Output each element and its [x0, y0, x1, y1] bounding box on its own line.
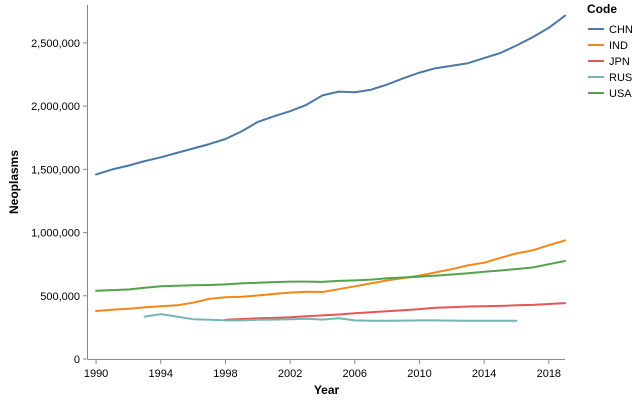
series-line-ind	[95, 239, 566, 312]
x-tick-label: 1998	[213, 368, 237, 380]
series-line-rus	[143, 313, 518, 322]
x-axis: 1990 1994 1998 2002 2006 2010 2014 2018	[84, 359, 565, 380]
y-tick-label: 2,500,000	[31, 38, 80, 50]
x-tick-label: 2006	[343, 368, 367, 380]
series-line-usa	[95, 260, 566, 292]
legend-label-ind: IND	[609, 40, 628, 52]
legend: Code CHN IND JPN RUS USA	[587, 2, 633, 100]
y-tick-label: 0	[74, 354, 80, 366]
y-tick-label: 1,000,000	[31, 228, 80, 240]
series-line-jpn	[224, 302, 566, 321]
legend-title: Code	[587, 2, 617, 16]
x-tick-label: 2002	[278, 368, 302, 380]
legend-label-chn: CHN	[609, 24, 633, 36]
y-axis-title: Neoplasms	[7, 150, 21, 214]
y-tick-label: 1,500,000	[31, 164, 80, 176]
legend-label-jpn: JPN	[609, 56, 630, 68]
y-tick-label: 2,000,000	[31, 101, 80, 113]
x-tick-label: 2014	[472, 368, 496, 380]
x-tick-label: 1990	[84, 368, 108, 380]
plot-area	[95, 14, 566, 322]
x-axis-title: Year	[314, 383, 340, 397]
legend-label-rus: RUS	[609, 72, 632, 84]
legend-label-usa: USA	[609, 88, 632, 100]
x-tick-label: 1994	[149, 368, 173, 380]
x-tick-label: 2010	[407, 368, 431, 380]
x-tick-label: 2018	[537, 368, 561, 380]
y-tick-label: 500,000	[40, 291, 80, 303]
series-line-chn	[95, 14, 566, 176]
y-axis: 0 500,000 1,000,000 1,500,000 2,000,000 2,500…	[31, 5, 88, 366]
